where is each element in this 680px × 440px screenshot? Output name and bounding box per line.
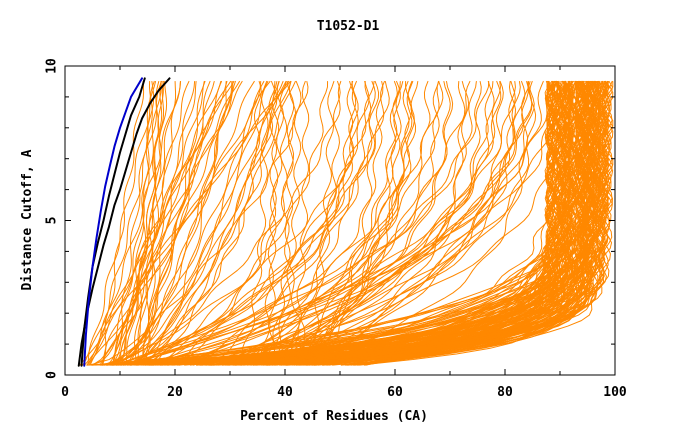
- bg-curve-210: [228, 80, 531, 366]
- bg-curve-141: [117, 80, 612, 366]
- bg-curve-235: [89, 80, 235, 366]
- bg-curve-197: [164, 80, 470, 366]
- bg-curve-158: [250, 80, 592, 366]
- bg-curve-236: [92, 80, 162, 366]
- bg-curve-150: [112, 80, 601, 366]
- bg-curve-148: [127, 80, 602, 366]
- bg-curve-264: [142, 80, 223, 366]
- bg-curve-179: [196, 80, 372, 366]
- bg-curve-207: [178, 80, 384, 366]
- bg-curve-229: [192, 80, 516, 366]
- bg-curve-206: [143, 80, 440, 366]
- y-tick-label-1: 5: [45, 217, 60, 225]
- y-axis-label: Distance Cutoff, A: [20, 149, 35, 290]
- x-tick-label-4: 80: [497, 385, 513, 400]
- bg-curve-191: [122, 80, 544, 366]
- bg-curve-173: [242, 80, 404, 366]
- highlight-series-0: [77, 77, 171, 367]
- bg-curve-225: [116, 80, 375, 366]
- bg-curve-243: [102, 80, 145, 366]
- bg-curve-265: [88, 80, 265, 366]
- bg-curve-256: [110, 80, 177, 366]
- bg-curve-160: [210, 80, 390, 366]
- bg-curve-166: [147, 80, 329, 366]
- bg-curve-149: [261, 80, 583, 366]
- bg-curve-266: [111, 80, 157, 366]
- bg-curve-97: [95, 80, 574, 366]
- bg-curve-223: [272, 80, 454, 366]
- bg-curve-268: [88, 80, 181, 366]
- bg-curve-203: [225, 80, 490, 366]
- bg-curve-259: [139, 80, 255, 366]
- bg-curve-270: [125, 80, 165, 366]
- bg-curve-146: [207, 80, 601, 366]
- bg-curve-263: [136, 80, 227, 366]
- bg-curve-226: [253, 80, 380, 366]
- bg-curve-136: [297, 80, 564, 366]
- bg-curve-227: [123, 80, 413, 366]
- bg-curve-137: [227, 80, 578, 366]
- bg-curve-155: [149, 80, 564, 366]
- bg-curve-260: [103, 80, 215, 366]
- bg-curve-159: [240, 80, 584, 366]
- x-tick-label-2: 40: [277, 385, 293, 400]
- x-tick-label-3: 60: [387, 385, 403, 400]
- bg-curve-228: [280, 80, 410, 366]
- x-tick-label-5: 100: [603, 385, 627, 400]
- plot-lines: [77, 77, 614, 367]
- bg-curve-201: [153, 80, 359, 366]
- x-tick-label-1: 20: [167, 385, 183, 400]
- bg-curve-143: [300, 80, 592, 366]
- bg-curve-274: [122, 80, 262, 366]
- bg-curve-241: [100, 80, 296, 366]
- bg-curve-145: [313, 80, 604, 366]
- x-axis-label: Percent of Residues (CA): [240, 409, 428, 424]
- bg-curve-184: [279, 80, 314, 366]
- highlight-series-2: [83, 77, 143, 367]
- bg-curve-272: [138, 80, 287, 366]
- bg-curve-209: [176, 80, 285, 366]
- bg-curve-224: [145, 80, 385, 366]
- bg-curve-258: [130, 80, 269, 366]
- bg-curve-151: [302, 80, 593, 366]
- y-tick-label-0: 0: [45, 371, 60, 379]
- bg-curve-156: [235, 80, 575, 366]
- bg-curve-214: [287, 80, 401, 366]
- bg-curve-180: [241, 80, 269, 366]
- bg-curve-161: [205, 80, 561, 366]
- bg-curve-183: [136, 80, 342, 366]
- bg-curve-239: [87, 80, 155, 366]
- bg-curve-271: [142, 80, 160, 366]
- bg-curve-217: [301, 80, 414, 366]
- bg-curve-199: [134, 80, 419, 366]
- bg-curve-198: [225, 80, 537, 366]
- x-ticks: 0 20 40 60 80 100: [61, 66, 627, 400]
- bg-curve-124: [159, 80, 563, 366]
- bg-curve-216: [279, 80, 466, 366]
- bg-curve-219: [174, 80, 370, 366]
- y-tick-label-2: 10: [45, 58, 60, 74]
- bg-curve-220: [158, 80, 297, 366]
- y-ticks: 0 5 10: [45, 58, 615, 379]
- x-tick-label-0: 0: [61, 385, 69, 400]
- bg-curve-215: [249, 80, 502, 366]
- bg-curve-188: [116, 80, 477, 366]
- bg-curve-212: [121, 80, 535, 366]
- bg-curve-273: [79, 80, 291, 366]
- bg-curve-221: [260, 80, 280, 366]
- bg-curve-152: [350, 80, 556, 366]
- bg-curve-262: [113, 80, 155, 366]
- bg-curve-127: [208, 80, 574, 366]
- bg-curve-187: [291, 80, 310, 366]
- bg-curve-269: [135, 80, 168, 366]
- bg-curve-185: [130, 80, 262, 366]
- bg-curve-163: [296, 80, 504, 366]
- bg-curve-190: [234, 80, 533, 366]
- bg-curve-211: [313, 80, 398, 366]
- bg-curve-213: [177, 80, 415, 366]
- chart-title: T1052-D1: [317, 19, 380, 34]
- bg-curve-218: [306, 80, 521, 366]
